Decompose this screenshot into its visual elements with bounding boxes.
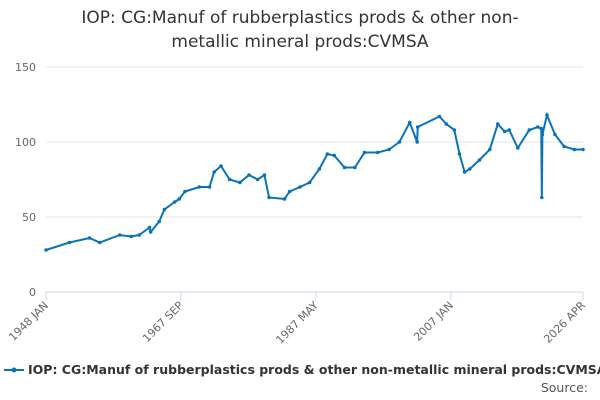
data-point [342, 165, 347, 170]
x-tick-label: 2026 APR [541, 299, 588, 346]
data-point [197, 185, 202, 189]
data-point [495, 122, 500, 126]
data-point [540, 195, 544, 200]
data-point [527, 128, 532, 132]
y-tick-label: 0 [29, 286, 36, 299]
data-point [502, 129, 507, 134]
data-point [147, 225, 152, 230]
legend-dot [11, 367, 17, 372]
data-point [137, 233, 142, 237]
data-point [325, 152, 330, 156]
series-line [45, 111, 583, 251]
data-point [267, 195, 271, 200]
data-point [362, 150, 367, 155]
legend-marker [4, 367, 24, 372]
data-point [317, 167, 322, 171]
data-point [282, 197, 287, 201]
data-point [572, 147, 577, 152]
data-point [67, 240, 72, 245]
data-point [415, 140, 419, 144]
data-point [581, 147, 585, 152]
y-tick-label: 50 [22, 211, 36, 224]
data-point [397, 140, 402, 144]
data-point [172, 200, 177, 204]
data-point [287, 189, 292, 194]
data-point [262, 173, 267, 177]
data-point [540, 132, 545, 137]
data-point [545, 113, 549, 117]
data-point [247, 173, 251, 177]
data-point [462, 170, 467, 174]
data-point [177, 197, 182, 201]
data-point [444, 122, 449, 126]
data-point [207, 185, 212, 189]
data-point [353, 165, 357, 170]
data-point [407, 120, 412, 125]
legend: IOP: CG:Manuf of rubberplastics prods & … [4, 362, 600, 377]
data-point [553, 132, 557, 137]
data-point [437, 114, 442, 119]
data-point [477, 158, 482, 162]
data-point [44, 248, 48, 252]
data-point [298, 185, 302, 189]
y-tick-label: 150 [15, 61, 36, 74]
data-point [332, 153, 337, 158]
data-point [148, 230, 153, 234]
data-point [87, 236, 92, 240]
data-point [227, 177, 232, 182]
data-point [117, 233, 122, 237]
data-point [307, 180, 312, 185]
y-tick-label: 100 [15, 136, 36, 149]
data-point [415, 125, 420, 129]
data-point [238, 180, 242, 185]
legend-label: IOP: CG:Manuf of rubberplastics prods & … [28, 362, 600, 377]
source: Source: [540, 380, 588, 395]
data-point [97, 240, 102, 245]
x-tick-label: 1948 JAN [6, 299, 51, 344]
data-point [487, 147, 492, 152]
data-point [516, 146, 520, 150]
data-point [457, 152, 462, 156]
x-tick-label: 1967 SEP [140, 299, 186, 345]
data-point [255, 177, 260, 182]
data-point [212, 170, 216, 174]
chart-title: IOP: CG:Manuf of rubberplastics prods & … [81, 8, 519, 52]
data-point [375, 150, 380, 155]
x-tick-label: 2007 JAN [411, 299, 456, 344]
data-point [183, 189, 187, 194]
data-point [507, 128, 512, 132]
data-point [452, 128, 457, 132]
data-point [539, 126, 544, 131]
data-point [219, 164, 223, 168]
data-point [467, 167, 472, 171]
x-tick-label: 1987 MAY [273, 299, 321, 347]
data-point [562, 144, 566, 149]
data-point [157, 219, 162, 224]
data-point [536, 125, 540, 129]
data-point [387, 147, 391, 152]
data-point [162, 207, 167, 212]
data-point [129, 234, 134, 239]
